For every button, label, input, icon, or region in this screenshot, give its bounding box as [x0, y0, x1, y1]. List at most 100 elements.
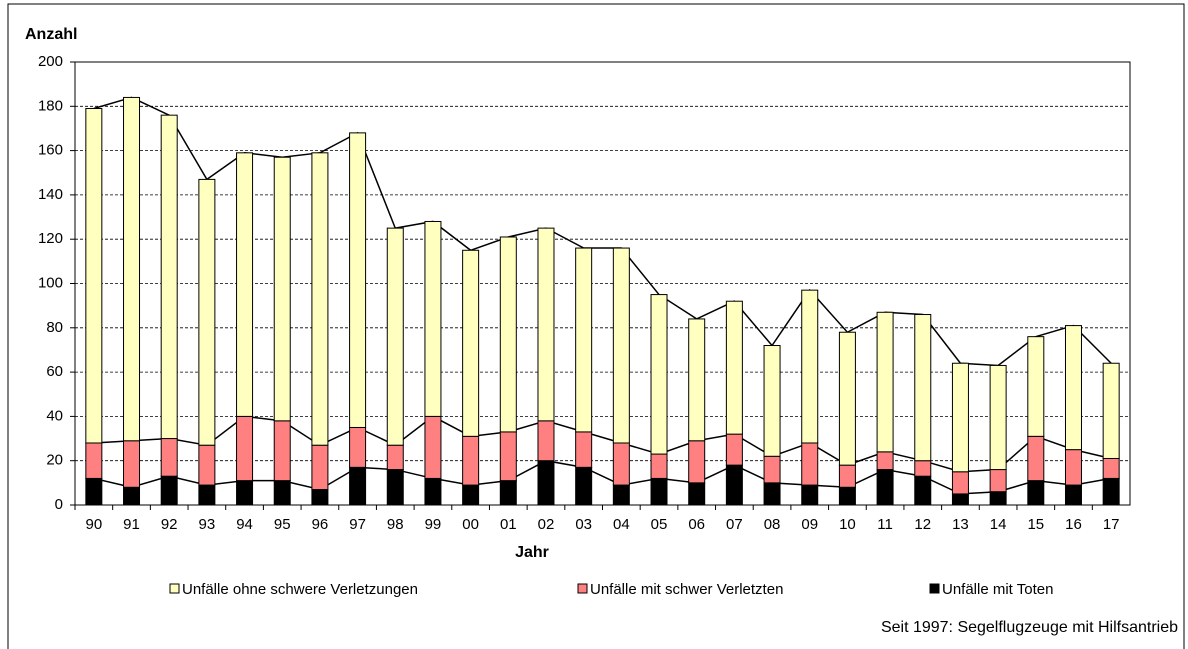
bar-segment	[763, 345, 781, 457]
bar-segment	[160, 114, 178, 440]
bar-segment	[989, 469, 1007, 493]
x-tick-label: 12	[914, 516, 931, 533]
y-tick-label: 60	[46, 363, 63, 380]
bar-segment	[537, 420, 555, 462]
x-tick-label: 94	[236, 516, 253, 533]
bar-segment	[838, 464, 856, 488]
bar-segment	[688, 318, 706, 442]
x-tick-label: 15	[1027, 516, 1044, 533]
bar-segment	[801, 484, 819, 506]
bar-segment	[1027, 480, 1045, 506]
x-tick-label: 05	[651, 516, 668, 533]
x-tick-label: 13	[952, 516, 969, 533]
bar-segment	[85, 477, 103, 506]
x-tick-label: 01	[500, 516, 517, 533]
bar-segment	[311, 152, 329, 446]
bar-segment	[85, 442, 103, 479]
x-axis-title: Jahr	[515, 544, 549, 561]
bar-segment	[688, 482, 706, 506]
bar-segment	[499, 236, 517, 433]
bar-segment	[462, 435, 480, 486]
y-tick-label: 200	[38, 53, 63, 70]
y-tick-label: 20	[46, 452, 63, 469]
y-axis-title: Anzahl	[25, 26, 77, 43]
legend-swatch	[169, 583, 180, 594]
frame	[7, 3, 1185, 649]
bar-segment	[575, 466, 593, 506]
bar-segment	[424, 477, 442, 506]
bar-segment	[424, 415, 442, 479]
x-tick-label: 10	[839, 516, 856, 533]
bar-segment	[349, 132, 367, 428]
stack-line	[93, 459, 1112, 495]
bar-segment	[1027, 336, 1045, 437]
bar-segment	[85, 108, 103, 444]
bar-segment	[612, 484, 630, 506]
x-tick-label: 93	[199, 516, 216, 533]
bar-segment	[612, 247, 630, 444]
bar-segment	[650, 294, 668, 455]
bar-segment	[537, 227, 555, 422]
x-tick-label: 99	[425, 516, 442, 533]
bar-segment	[198, 178, 216, 446]
bar-segment	[1064, 325, 1082, 451]
bar-segment	[876, 451, 894, 471]
x-tick-label: 95	[274, 516, 291, 533]
bar-segment	[1064, 449, 1082, 486]
y-tick-label: 180	[38, 97, 63, 114]
note: Seit 1997: Segelflugzeuge mit Hilfsantri…	[881, 619, 1178, 636]
bar-segment	[688, 440, 706, 484]
bar-segment	[951, 493, 969, 506]
bar-segment	[349, 426, 367, 468]
stack-line	[93, 96, 1112, 367]
y-tick-label: 160	[38, 142, 63, 159]
bar-segment	[160, 475, 178, 506]
x-tick-label: 17	[1103, 516, 1120, 533]
bar-segment	[989, 491, 1007, 506]
bar-segment	[914, 314, 932, 462]
bar-segment	[198, 444, 216, 486]
bar-segment	[273, 480, 291, 506]
bar-segment	[989, 364, 1007, 471]
bar-segment	[499, 480, 517, 506]
stack-line	[93, 415, 1112, 473]
bar-segment	[801, 442, 819, 486]
x-tick-label: 92	[161, 516, 178, 533]
bar-segment	[763, 482, 781, 506]
bar-segment	[951, 471, 969, 495]
x-tick-label: 14	[990, 516, 1007, 533]
bar-segment	[763, 455, 781, 484]
y-tick-label: 80	[46, 319, 63, 336]
bar-segment	[876, 469, 894, 506]
bar-segment	[462, 484, 480, 506]
x-tick-label: 00	[462, 516, 479, 533]
bar-segment	[311, 488, 329, 506]
bar-segment	[236, 415, 254, 482]
bar-segment	[386, 444, 404, 471]
bar-segment	[575, 247, 593, 433]
legend-swatch	[577, 583, 588, 594]
y-tick-label: 140	[38, 186, 63, 203]
bar-segment	[1027, 435, 1045, 482]
bar-segment	[650, 453, 668, 479]
x-tick-label: 90	[85, 516, 102, 533]
y-tick-label: 40	[46, 407, 63, 424]
bar-segment	[725, 464, 743, 506]
bar-segment	[801, 289, 819, 444]
bar-segment	[1102, 362, 1120, 459]
bar-segment	[160, 438, 178, 477]
x-tick-label: 11	[877, 516, 893, 533]
y-tick-label: 0	[55, 496, 63, 513]
bar-segment	[725, 433, 743, 466]
bar-segment	[236, 152, 254, 417]
bar-segment	[537, 460, 555, 506]
x-tick-label: 02	[538, 516, 555, 533]
bar-segment	[273, 156, 291, 422]
bar-segment	[725, 300, 743, 435]
bar-segment	[424, 220, 442, 417]
bar-segment	[612, 442, 630, 486]
bar-segment	[1064, 484, 1082, 506]
x-tick-label: 08	[764, 516, 781, 533]
x-tick-label: 07	[726, 516, 743, 533]
